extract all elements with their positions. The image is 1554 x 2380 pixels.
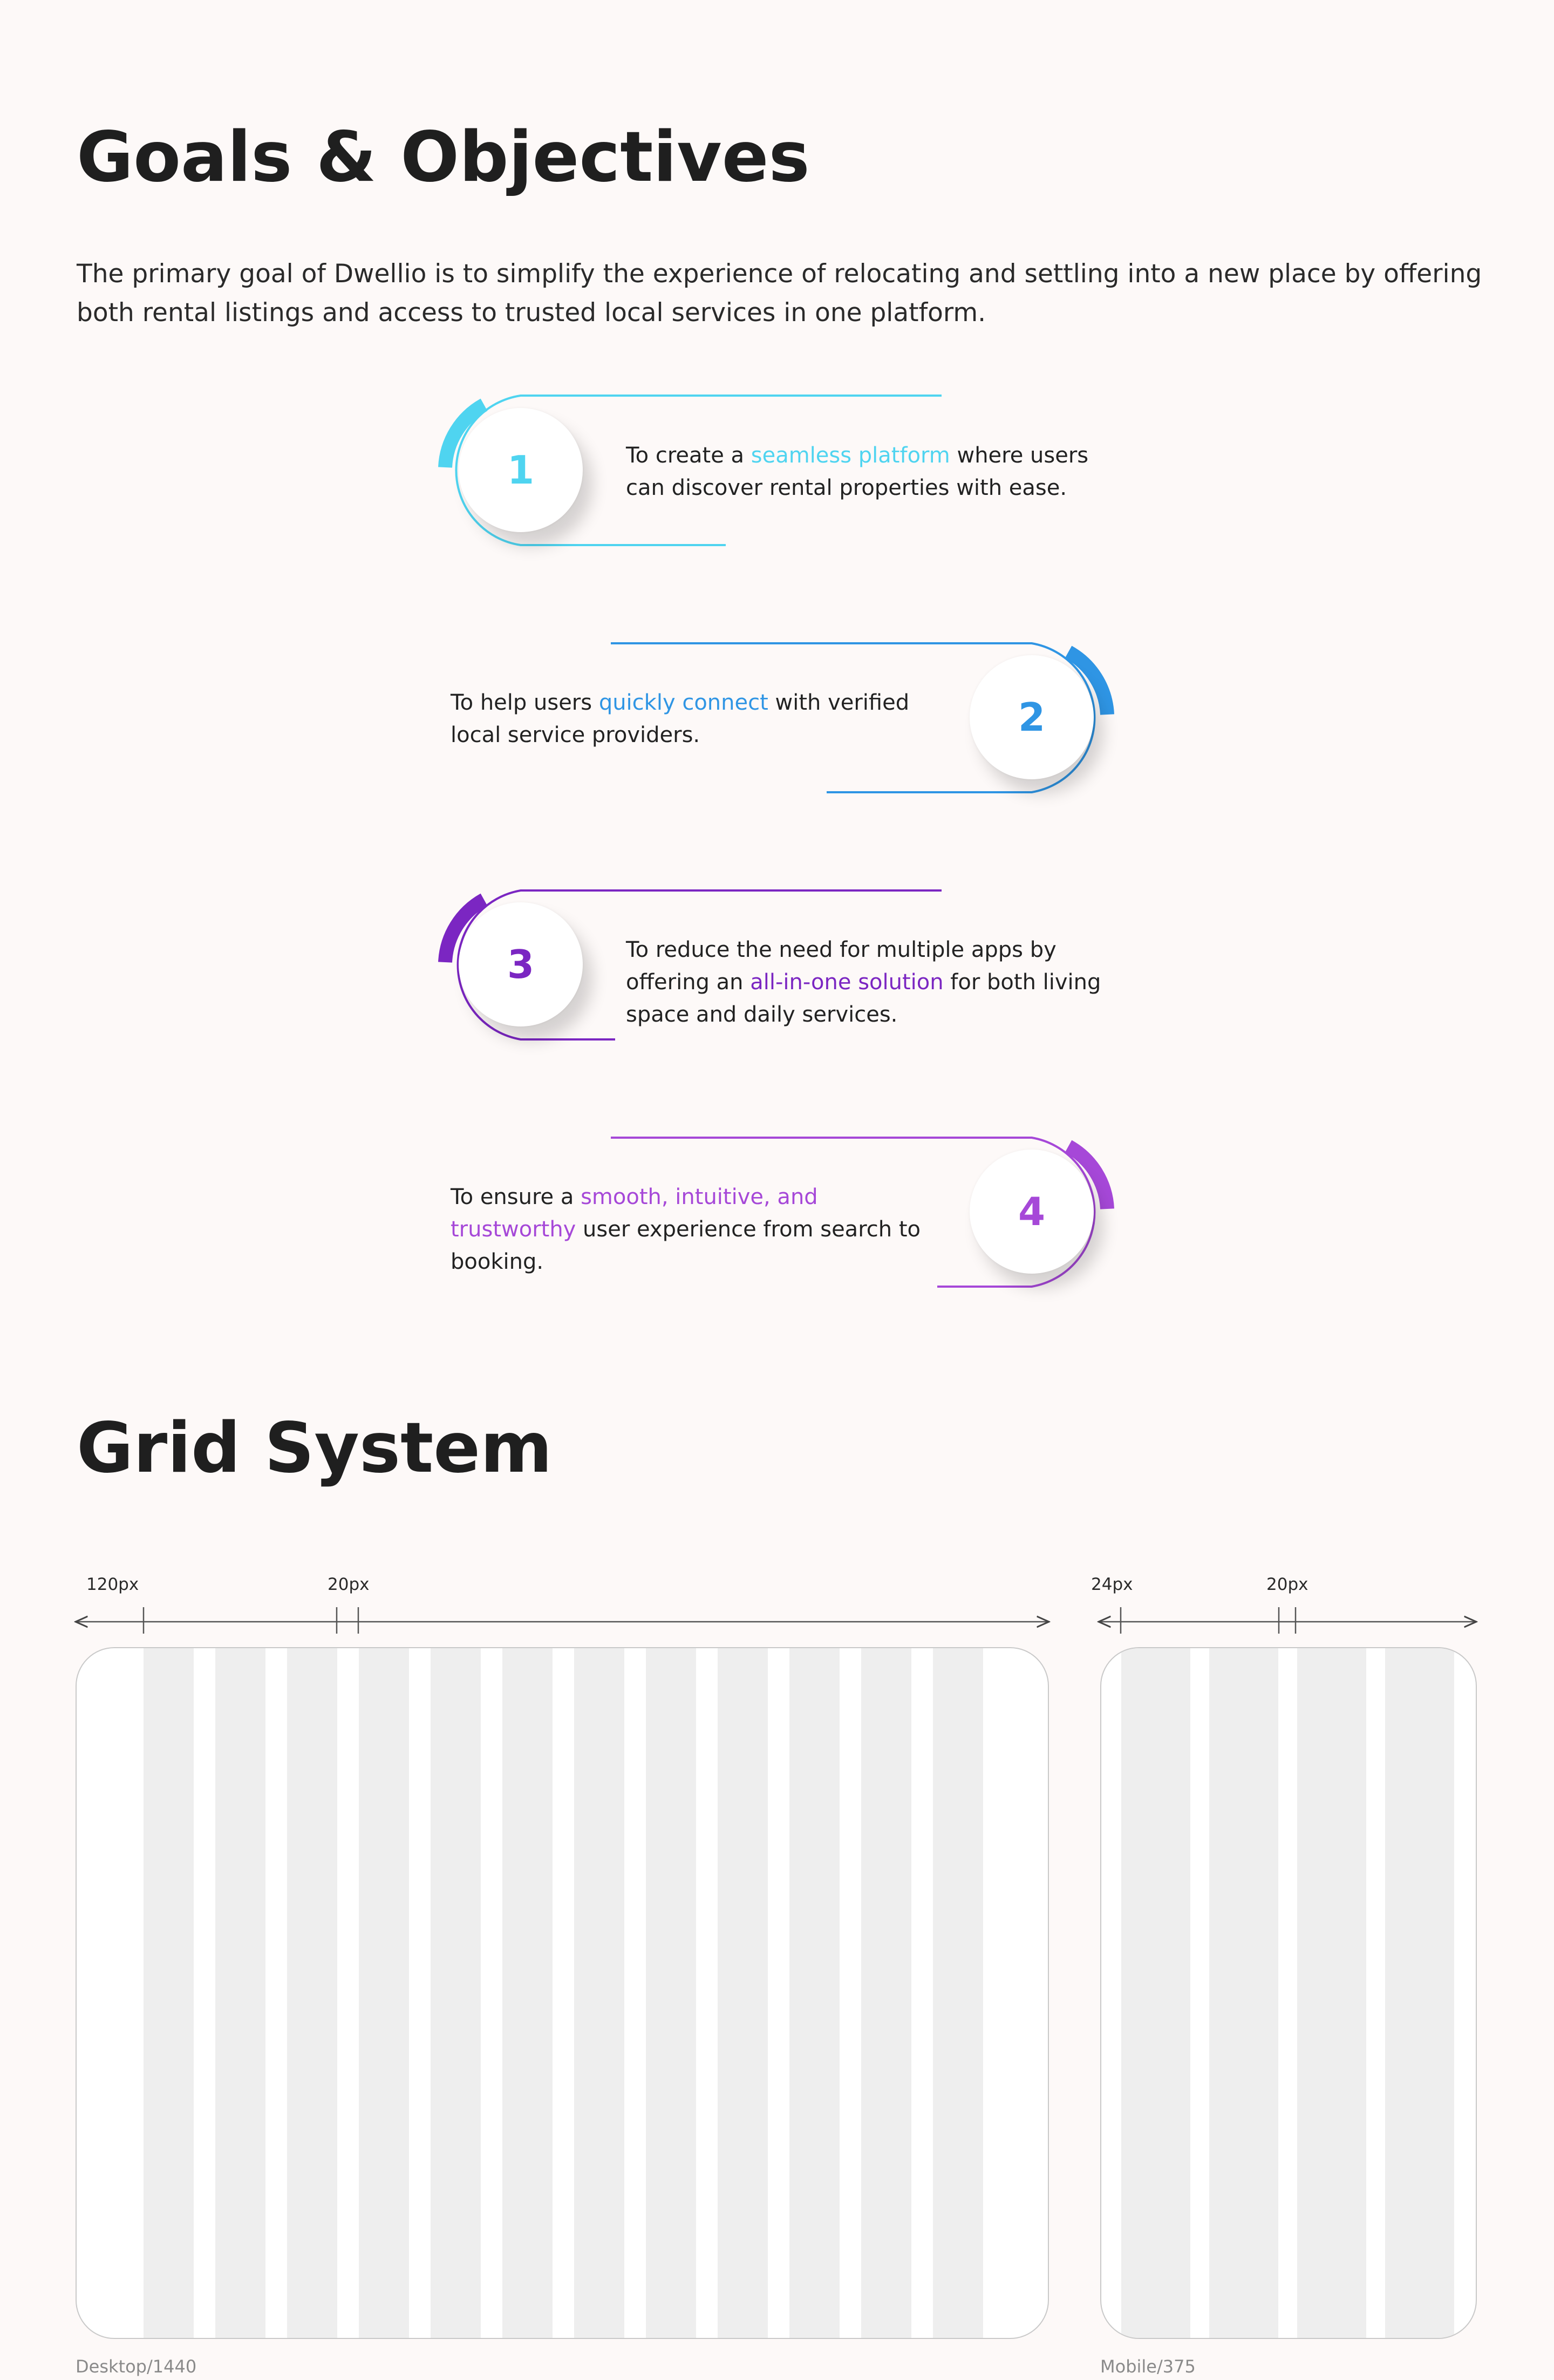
goal-1-highlight: seamless platform bbox=[751, 443, 950, 468]
goal-2-highlight: quickly connect bbox=[598, 690, 768, 715]
goals-title: Goals & Objectives bbox=[77, 117, 810, 198]
mobile-caption: Mobile/375 bbox=[1100, 2356, 1196, 2377]
goal-4-text: To ensure a smooth, intuitive, and trust… bbox=[451, 1181, 936, 1278]
mobile-margin-label: 24px bbox=[1091, 1575, 1133, 1594]
desktop-grid-column bbox=[144, 1648, 194, 2338]
goal-1-text: To create a seamless platform where user… bbox=[626, 439, 1101, 504]
grid-measure-lines bbox=[0, 1607, 1554, 1634]
goal-2-text-before: To help users bbox=[451, 690, 599, 715]
goal-4-highlight: smooth, intuitive, and trustworthy bbox=[451, 1185, 818, 1242]
desktop-measure-line bbox=[76, 1607, 1049, 1634]
mobile-gutter-label: 20px bbox=[1266, 1575, 1308, 1594]
desktop-grid-column bbox=[861, 1648, 911, 2338]
goal-1-number: 1 bbox=[459, 408, 583, 532]
desktop-grid-column bbox=[431, 1648, 481, 2338]
goal-1-text-after: where users can discover rental properti… bbox=[626, 443, 1089, 500]
goal-4-text-before: To ensure a bbox=[451, 1185, 581, 1209]
goal-2-text: To help users quickly connect with verif… bbox=[451, 686, 936, 751]
desktop-grid-column bbox=[574, 1648, 624, 2338]
mobile-grid-column bbox=[1121, 1648, 1190, 2338]
desktop-grid-column bbox=[359, 1648, 409, 2338]
goal-4-text-after: user experience from search to booking. bbox=[451, 1217, 921, 1274]
mobile-measure-line bbox=[1099, 1607, 1476, 1634]
mobile-grid-frame bbox=[1100, 1647, 1477, 2339]
desktop-caption: Desktop/1440 bbox=[76, 2356, 197, 2377]
desktop-gutter-label: 20px bbox=[328, 1575, 370, 1594]
desktop-grid-column bbox=[933, 1648, 983, 2338]
goal-3-highlight: all-in-one solution bbox=[750, 970, 944, 995]
goal-connectors bbox=[438, 395, 1114, 1288]
goal-3-text-after: for both living space and daily services… bbox=[626, 970, 1101, 1027]
goal-2-number: 2 bbox=[970, 655, 1094, 779]
goal-1-text-before: To create a bbox=[626, 443, 751, 468]
goal-2-text-after: with verified local service providers. bbox=[451, 690, 910, 747]
goal-3-text: To reduce the need for multiple apps by … bbox=[626, 934, 1117, 1031]
goal-2-connector bbox=[611, 642, 1114, 793]
goal-4-connector bbox=[611, 1137, 1114, 1288]
desktop-margin-label: 120px bbox=[86, 1575, 139, 1594]
desktop-grid-column bbox=[502, 1648, 553, 2338]
desktop-grid-column bbox=[789, 1648, 840, 2338]
goal-3-connector bbox=[438, 889, 942, 1041]
desktop-grid-column bbox=[287, 1648, 337, 2338]
mobile-grid-column bbox=[1209, 1648, 1278, 2338]
mobile-grid-column bbox=[1385, 1648, 1454, 2338]
desktop-grid-column bbox=[215, 1648, 265, 2338]
desktop-grid-column bbox=[718, 1648, 768, 2338]
desktop-grid-column bbox=[646, 1648, 696, 2338]
mobile-grid-column bbox=[1297, 1648, 1366, 2338]
grid-title: Grid System bbox=[77, 1408, 553, 1488]
goals-intro: The primary goal of Dwellio is to simpli… bbox=[77, 259, 1482, 328]
goal-3-text-before: To reduce the need for multiple apps by … bbox=[626, 937, 1057, 995]
goal-3-number: 3 bbox=[459, 902, 583, 1026]
goal-1-connector bbox=[438, 395, 942, 546]
desktop-grid-frame bbox=[76, 1647, 1049, 2339]
goal-4-number: 4 bbox=[970, 1150, 1094, 1274]
